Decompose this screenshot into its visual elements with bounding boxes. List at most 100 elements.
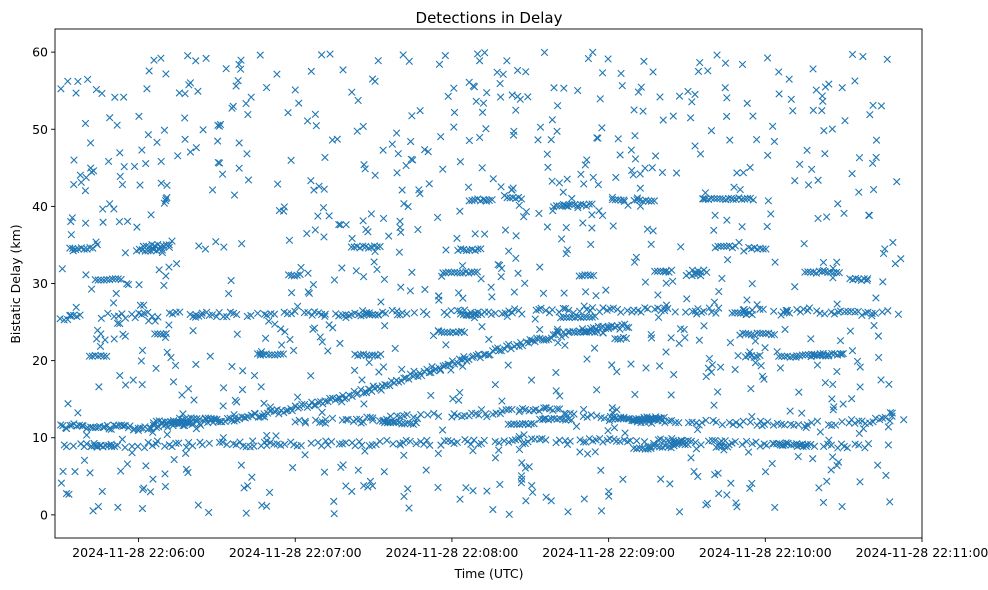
- track-point: [830, 310, 839, 318]
- track-point: [119, 422, 128, 430]
- track-point: [756, 417, 765, 425]
- clutter-point: [62, 489, 71, 498]
- clutter-point: [443, 328, 451, 337]
- track-point: [583, 413, 591, 421]
- clutter-point: [144, 317, 153, 325]
- clutter-point: [744, 330, 753, 338]
- clutter-point: [491, 454, 500, 462]
- clutter-point: [565, 313, 573, 322]
- track-point: [813, 417, 822, 425]
- track-point: [748, 439, 756, 448]
- track-point: [467, 440, 475, 448]
- y-tick-label: 60: [32, 45, 48, 60]
- track-point: [535, 435, 544, 443]
- clutter-point: [160, 199, 169, 207]
- track-point: [57, 421, 65, 429]
- track-point: [66, 421, 74, 430]
- clutter-point: [121, 381, 130, 389]
- track-point: [140, 444, 149, 452]
- track-point: [78, 421, 86, 430]
- clutter-point: [436, 366, 445, 375]
- track-point: [681, 308, 690, 316]
- clutter-point: [839, 349, 847, 358]
- clutter-point: [690, 467, 698, 476]
- clutter-point: [368, 387, 376, 396]
- clutter-point: [829, 264, 837, 272]
- clutter-point: [807, 335, 815, 343]
- clutter-point: [639, 107, 647, 115]
- clutter-point: [169, 378, 178, 386]
- clutter-point: [358, 376, 366, 384]
- clutter-point: [189, 326, 197, 335]
- clutter-point: [275, 206, 284, 215]
- track-point: [731, 438, 739, 446]
- clutter-point: [119, 93, 128, 101]
- clutter-point: [500, 191, 509, 200]
- clutter-point: [197, 311, 206, 319]
- clutter-point: [403, 485, 412, 493]
- clutter-point: [762, 245, 770, 253]
- track-point: [553, 405, 561, 413]
- clutter-point: [637, 83, 645, 91]
- clutter-point: [333, 135, 341, 143]
- clutter-point: [836, 307, 845, 315]
- clutter-point: [794, 452, 802, 461]
- clutter-point: [528, 481, 536, 490]
- track-point: [510, 305, 519, 313]
- clutter-point: [830, 403, 838, 411]
- clutter-point: [877, 376, 885, 384]
- track-point: [495, 346, 503, 355]
- clutter-point: [83, 75, 92, 84]
- clutter-point: [118, 435, 127, 444]
- clutter-point: [454, 289, 463, 297]
- clutter-point: [496, 480, 504, 489]
- clutter-point: [614, 135, 622, 143]
- track-point: [843, 444, 851, 452]
- clutter-point: [512, 106, 520, 114]
- clutter-point: [504, 420, 512, 428]
- track-point: [708, 436, 716, 445]
- clutter-point: [841, 117, 849, 125]
- clutter-point: [829, 406, 837, 414]
- clutter-point: [602, 286, 610, 294]
- track-point: [864, 439, 873, 448]
- clutter-point: [604, 55, 612, 63]
- clutter-point: [242, 509, 251, 517]
- clutter-point: [821, 378, 830, 387]
- clutter-point: [889, 238, 897, 247]
- clutter-point: [57, 85, 65, 93]
- clutter-point: [649, 68, 657, 76]
- track-point: [894, 310, 903, 319]
- track-point: [886, 417, 894, 425]
- clutter-point: [763, 54, 772, 62]
- track-point: [298, 400, 306, 409]
- clutter-point: [768, 122, 777, 130]
- clutter-point: [243, 482, 252, 490]
- track-point: [782, 439, 790, 447]
- clutter-point: [74, 77, 82, 86]
- clutter-point: [89, 167, 98, 175]
- clutter-point: [321, 153, 329, 162]
- clutter-point: [465, 136, 474, 145]
- clutter-point: [67, 231, 76, 239]
- clutter-point: [303, 229, 311, 238]
- track-point: [136, 424, 145, 432]
- clutter-point: [244, 176, 253, 184]
- clutter-point: [872, 136, 881, 144]
- clutter-point: [512, 232, 520, 240]
- clutter-point: [475, 133, 484, 142]
- clutter-point: [567, 416, 576, 424]
- clutter-point: [248, 437, 257, 445]
- clutter-point: [281, 328, 289, 336]
- clutter-point: [216, 120, 225, 129]
- clutter-point: [833, 258, 841, 266]
- clutter-point: [449, 395, 457, 403]
- clutter-point: [608, 361, 616, 369]
- clutter-point: [515, 201, 523, 210]
- clutter-point: [329, 324, 337, 332]
- clutter-point: [549, 206, 557, 215]
- clutter-point: [149, 428, 157, 437]
- clutter-point: [301, 419, 310, 427]
- clutter-point: [444, 268, 453, 276]
- clutter-point: [314, 212, 322, 220]
